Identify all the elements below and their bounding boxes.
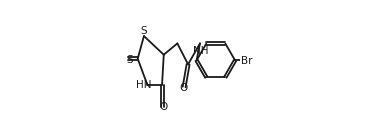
Text: S: S bbox=[140, 26, 147, 36]
Text: Br: Br bbox=[242, 55, 253, 65]
Text: NH: NH bbox=[193, 46, 208, 56]
Text: S: S bbox=[126, 54, 132, 64]
Text: HN: HN bbox=[136, 79, 151, 89]
Text: O: O bbox=[179, 82, 187, 92]
Text: O: O bbox=[159, 101, 167, 111]
